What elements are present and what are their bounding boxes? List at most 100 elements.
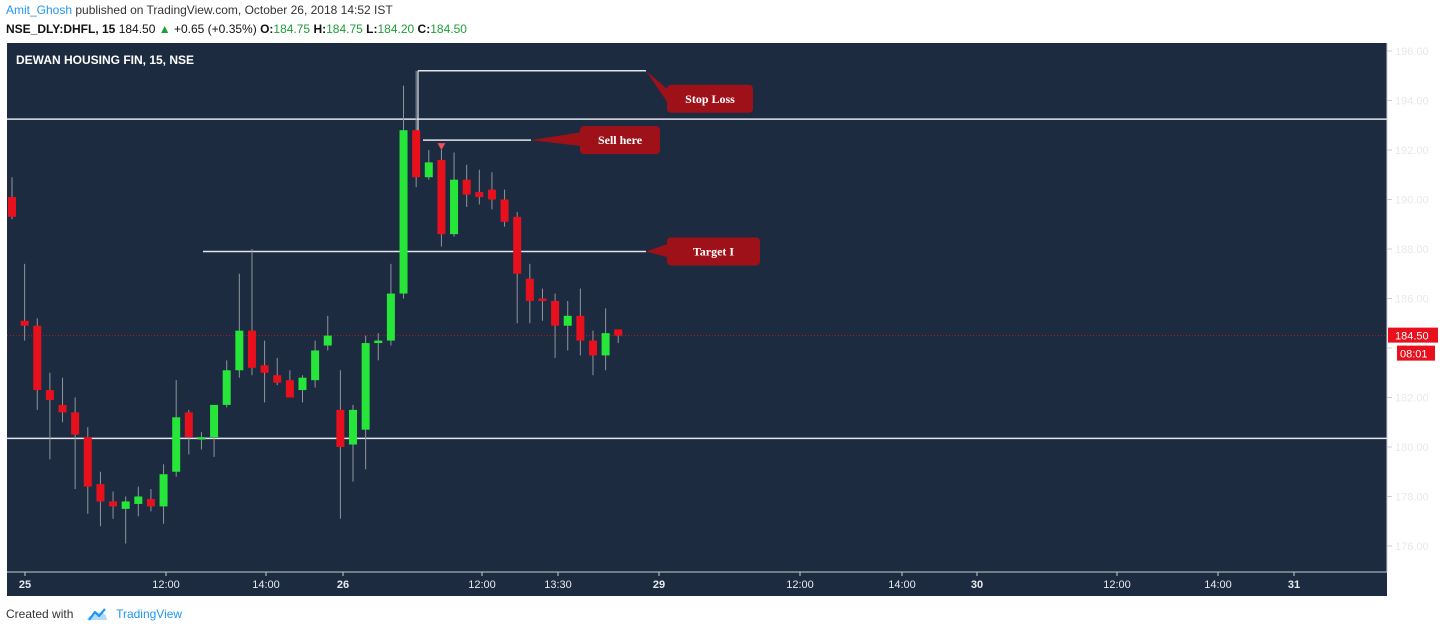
candle-body: [588, 340, 597, 356]
candle: [235, 273, 244, 378]
callout-label: Target I: [693, 244, 735, 258]
price-axis: 176.00178.00180.00182.00184.00186.00188.…: [1386, 43, 1429, 572]
candle: [525, 263, 534, 324]
candle-body: [285, 380, 294, 398]
candle: [134, 486, 143, 517]
time-tick-label: 14:00: [888, 579, 916, 591]
candle-body: [551, 300, 560, 326]
callout: Stop Loss: [646, 70, 753, 113]
callout-label: Sell here: [598, 133, 643, 147]
callout-box: [667, 237, 760, 266]
candle: [349, 404, 358, 482]
close-label: C:: [417, 22, 431, 36]
open-value: 184.75: [273, 22, 311, 36]
candle-body: [450, 179, 459, 235]
candle-body: [197, 437, 206, 440]
candle: [222, 360, 231, 408]
candle: [437, 150, 446, 247]
candle: [500, 189, 509, 227]
candle: [462, 164, 471, 207]
candle: [247, 249, 256, 376]
time-axis: 25 12:00 14:00 26 12:00 13:30 29 12:00 14:00 30 12…: [7, 571, 1387, 591]
published-text: published on TradingView.com, October 26…: [75, 3, 393, 17]
candle: [576, 288, 585, 356]
chart-background: [7, 43, 1387, 596]
candle-body: [361, 343, 370, 430]
time-tick-label: 12:00: [152, 579, 180, 591]
candle-body: [298, 377, 307, 391]
close-value: 184.50: [430, 22, 467, 36]
last-price: 184.50: [118, 22, 156, 36]
candle-body: [260, 365, 269, 373]
candle-body: [374, 340, 383, 344]
candle: [374, 333, 383, 361]
callout-label: Stop Loss: [685, 92, 735, 106]
callout-pointer: [531, 132, 582, 147]
candle-body: [71, 412, 80, 435]
candle: [273, 357, 282, 386]
candle-body: [184, 412, 193, 438]
candle-body: [412, 130, 421, 178]
time-tick-label: 14:00: [252, 579, 280, 591]
candle: [563, 300, 572, 351]
candle-body: [109, 501, 118, 507]
time-tick-label: 12:00: [1103, 579, 1131, 591]
publish-line: Amit_Ghosh published on TradingView.com,…: [6, 3, 393, 17]
candle-body: [487, 189, 496, 200]
symbol-info-line: NSE_DLY:DHFL, 15 184.50 ▲ +0.65 (+0.35%)…: [6, 22, 467, 36]
candle-body: [462, 179, 471, 195]
candle: [614, 329, 623, 344]
candle-body: [172, 417, 181, 472]
high-label: H:: [313, 22, 327, 36]
candle: [71, 397, 80, 490]
price-tick-label: 188.00: [1395, 244, 1429, 256]
candle: [45, 372, 54, 460]
time-tick-label: 13:30: [544, 579, 572, 591]
candle-body: [121, 501, 130, 509]
time-tick-label: 12:00: [786, 579, 814, 591]
candle: [172, 380, 181, 477]
candle: [475, 169, 484, 205]
candle-body: [563, 315, 572, 326]
time-tick-label: 14:00: [1204, 579, 1232, 591]
candle-body: [247, 330, 256, 368]
candle-body: [513, 216, 522, 274]
candle: [285, 370, 294, 398]
candle: [424, 150, 433, 180]
candlestick-chart[interactable]: 176.00178.00180.00182.00184.00186.00188.…: [0, 0, 1440, 600]
candle: [538, 288, 547, 321]
callout: Sell here: [531, 126, 660, 155]
time-tick-label: 12:00: [468, 579, 496, 591]
candle: [323, 315, 332, 351]
candle: [109, 491, 118, 519]
current-price-tag: [1388, 327, 1438, 343]
candle-body: [96, 484, 105, 502]
candle: [336, 370, 345, 519]
created-with-label: Created with: [6, 607, 74, 621]
candle-body: [45, 390, 54, 400]
price-tick-label: 194.00: [1395, 96, 1429, 108]
time-tick-label: 26: [337, 579, 349, 591]
high-value: 184.75: [326, 22, 363, 36]
candle: [210, 404, 219, 457]
time-tick-label: 31: [1288, 579, 1300, 591]
callout-pointer: [646, 70, 669, 105]
candle: [386, 263, 395, 346]
price-tick-label: 180.00: [1395, 442, 1429, 454]
change-up-icon: ▲: [158, 22, 171, 36]
candle: [20, 263, 29, 341]
price-tick-label: 196.00: [1395, 46, 1429, 58]
candle-body: [538, 298, 547, 301]
tradingview-link[interactable]: TradingView: [116, 607, 183, 621]
candle: [361, 335, 370, 470]
author-link[interactable]: Amit_Ghosh: [6, 3, 73, 17]
candle: [83, 427, 92, 514]
footer: Created with TradingView: [6, 607, 182, 621]
candle-body: [386, 293, 395, 341]
candle-body: [210, 404, 219, 438]
chart-title: DEWAN HOUSING FIN, 15, NSE: [16, 53, 194, 67]
candle-body: [525, 278, 534, 301]
callout-box: [667, 84, 753, 113]
open-label: O:: [260, 22, 274, 36]
candle-body: [83, 437, 92, 487]
